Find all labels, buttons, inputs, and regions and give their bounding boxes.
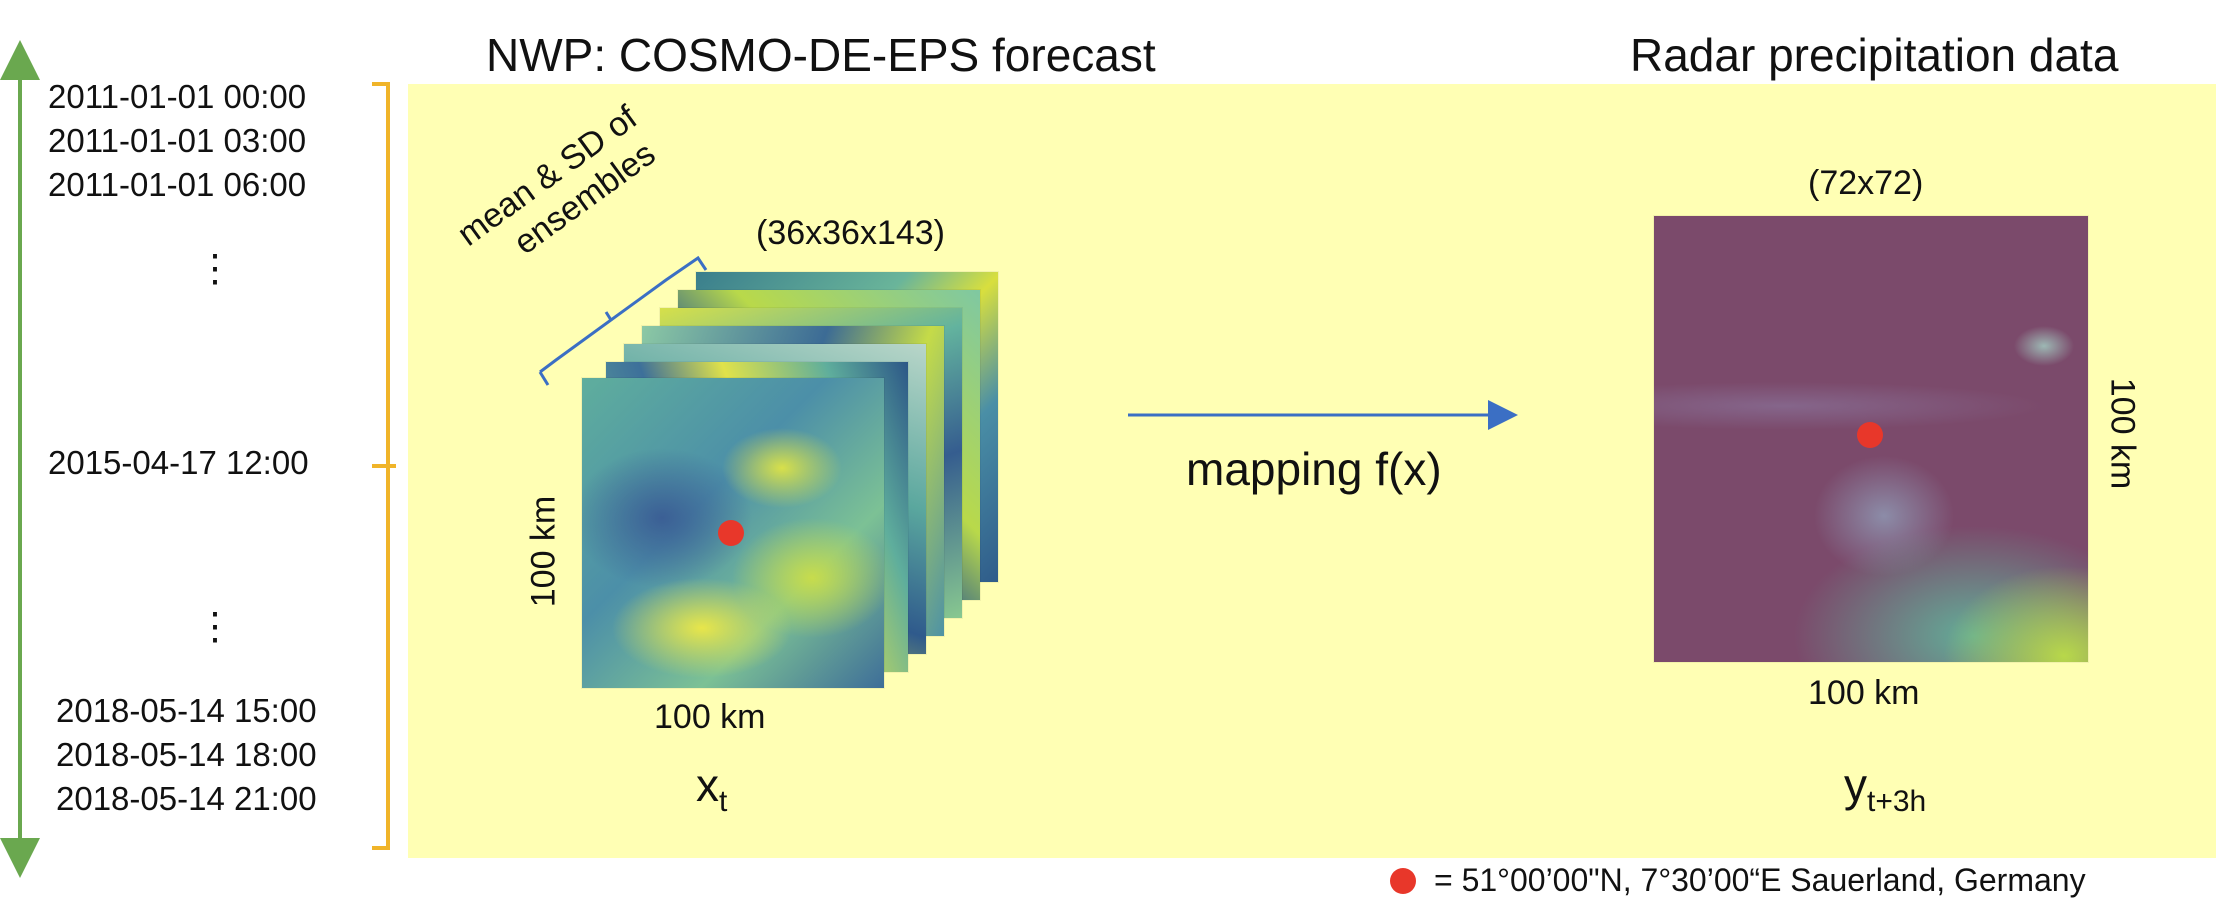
timeline-ellipsis: ⋮: [196, 248, 234, 290]
input-bottom-label: 100 km: [654, 698, 766, 736]
timeline-date: 2018-05-14 21:00: [56, 780, 317, 817]
mapping-label: mapping f(x): [1186, 443, 1442, 495]
timeline-date: 2011-01-01 00:00: [48, 78, 307, 115]
location-dot: [1857, 422, 1883, 448]
nwp-title: NWP: COSMO-DE-EPS forecast: [486, 29, 1156, 81]
legend-dot: [1390, 868, 1416, 894]
input-variable-main: x: [696, 759, 719, 811]
timeline-date: 2011-01-01 03:00: [48, 122, 307, 159]
output-variable-sub: t+3h: [1867, 785, 1927, 818]
time-bracket: [372, 82, 396, 850]
timeline-date-mid: 2015-04-17 12:00: [48, 444, 309, 481]
timeline-date: 2018-05-14 18:00: [56, 736, 317, 773]
legend-text: = 51°00’00"N, 7°30’00“E Sauerland, Germa…: [1434, 862, 2086, 898]
output-variable-main: y: [1844, 759, 1867, 811]
output-side-label: 100 km: [2103, 377, 2142, 490]
input-side-label: 100 km: [524, 495, 563, 608]
timeline-date: 2018-05-14 15:00: [56, 692, 317, 729]
output-variable: yt+3h: [1844, 758, 1926, 819]
output-bottom-label: 100 km: [1808, 674, 1920, 712]
input-dims-label: (36x36x143): [756, 214, 946, 252]
timeline-ellipsis: ⋮: [196, 606, 234, 648]
radar-title: Radar precipitation data: [1630, 29, 2119, 81]
location-dot: [718, 520, 744, 546]
input-variable-sub: t: [719, 785, 728, 818]
input-variable: xt: [696, 758, 727, 819]
output-dims-label: (72x72): [1808, 164, 1924, 202]
timeline-date: 2011-01-01 06:00: [48, 166, 307, 203]
ensemble-brace: [539, 255, 708, 374]
